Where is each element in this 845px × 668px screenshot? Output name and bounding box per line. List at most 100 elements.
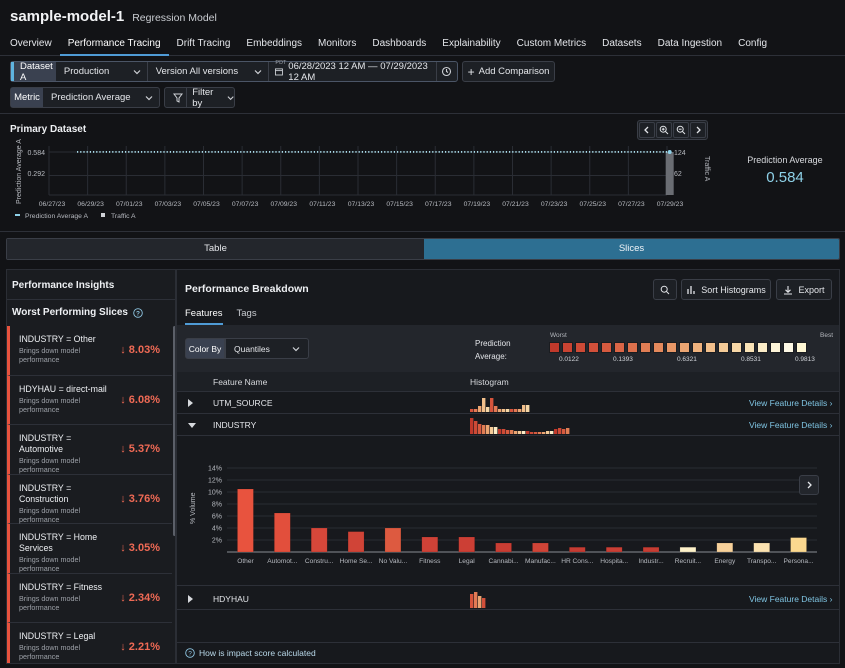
tab-datasets[interactable]: Datasets: [602, 38, 642, 49]
y-left-tick: 0.584: [27, 150, 45, 157]
prediction-point: [617, 151, 619, 153]
prediction-point: [403, 151, 405, 153]
mini-histogram-bar: [518, 431, 522, 434]
worst-slice-item[interactable]: INDUSTRY = Home Services Brings down mode…: [7, 524, 172, 574]
feature-row-expanded[interactable]: INDUSTRY View Feature Details ›: [177, 414, 839, 436]
prediction-point: [611, 151, 613, 153]
prediction-point: [275, 151, 277, 153]
feature-row[interactable]: UTM_SOURCE View Feature Details ›: [177, 392, 839, 414]
tab-overview[interactable]: Overview: [10, 38, 52, 49]
feature-row[interactable]: HDYHAU View Feature Details ›: [177, 588, 839, 610]
filter-label: Filter by: [192, 86, 214, 109]
export-button[interactable]: Export: [776, 279, 832, 300]
worst-slice-item[interactable]: INDUSTRY = Construction Brings down model…: [7, 474, 172, 524]
expand-caret-icon[interactable]: [188, 595, 193, 603]
prediction-point: [448, 151, 450, 153]
histogram-bar: [495, 542, 512, 553]
prediction-point: [454, 151, 456, 153]
prediction-point: [169, 151, 171, 153]
prediction-point: [483, 151, 485, 153]
pan-right-button[interactable]: [690, 122, 706, 138]
x-tick-label: Home Se...: [340, 558, 373, 565]
view-feature-details-link[interactable]: View Feature Details ›: [749, 420, 833, 430]
tab-custom-metrics[interactable]: Custom Metrics: [516, 38, 587, 49]
chevron-right-icon: [807, 481, 812, 489]
prediction-point: [429, 151, 431, 153]
environment-select[interactable]: Production: [56, 62, 148, 81]
tab-explainability[interactable]: Explainability: [442, 38, 501, 49]
search-button[interactable]: [653, 279, 677, 300]
prediction-point: [464, 151, 466, 153]
prediction-point: [112, 151, 114, 153]
slice-impact-value: 3.76%: [128, 492, 160, 505]
worst-slice-item[interactable]: HDYHAU = direct-mail Brings down model pe…: [7, 375, 172, 425]
view-feature-details-link[interactable]: View Feature Details ›: [749, 398, 833, 408]
tab-tags[interactable]: Tags: [236, 308, 257, 319]
tab-data-ingestion[interactable]: Data Ingestion: [657, 38, 723, 49]
help-icon[interactable]: ?: [133, 307, 143, 318]
color-by-select[interactable]: Quantiles: [225, 338, 309, 359]
toggle-slices[interactable]: Slices: [424, 239, 839, 259]
x-tick-label: Industr...: [638, 558, 663, 565]
view-feature-details-link[interactable]: View Feature Details ›: [749, 594, 833, 604]
next-page-button[interactable]: [799, 475, 819, 495]
chevron-down-icon: [227, 95, 234, 100]
legend-swatch: [614, 342, 625, 353]
mini-histogram-bar: [502, 429, 506, 434]
chevron-down-icon: [133, 70, 141, 75]
arrow-down-icon: ↓: [120, 344, 126, 356]
zoom-out-button[interactable]: [673, 122, 689, 138]
impact-score-help-link[interactable]: ? How is impact score calculated: [185, 648, 316, 658]
legend-series-b: Traffic A: [111, 213, 136, 220]
chevron-right-icon: [696, 126, 701, 134]
prediction-point: [473, 151, 475, 153]
scrollbar[interactable]: [173, 326, 175, 536]
prediction-point: [237, 151, 239, 153]
prediction-point: [624, 151, 626, 153]
mini-histogram-bar: [478, 406, 482, 412]
tab-drift-tracing[interactable]: Drift Tracing: [176, 38, 231, 49]
worst-slice-item[interactable]: INDUSTRY = Legal Brings down model perfor…: [7, 623, 172, 663]
prediction-point: [253, 151, 255, 153]
prediction-point: [77, 151, 79, 153]
prediction-point: [281, 151, 283, 153]
performance-insights-panel: Performance Insights Worst Performing Sl…: [6, 269, 176, 664]
pan-left-button[interactable]: [639, 122, 655, 138]
x-tick-label: Cannabi...: [489, 558, 519, 565]
tab-embeddings[interactable]: Embeddings: [246, 38, 303, 49]
expand-caret-icon[interactable]: [188, 399, 193, 407]
prediction-point: [262, 151, 264, 153]
worst-slice-item[interactable]: INDUSTRY = Automotive Brings down model p…: [7, 425, 172, 475]
filter-button[interactable]: Filter by: [164, 86, 235, 109]
tab-features[interactable]: Features: [185, 308, 223, 325]
tab-performance-tracing[interactable]: Performance Tracing: [59, 34, 169, 56]
tab-dashboards[interactable]: Dashboards: [372, 38, 427, 49]
toggle-table[interactable]: Table: [7, 239, 424, 259]
metric-select[interactable]: Prediction Average: [43, 88, 159, 107]
prediction-point: [656, 151, 658, 153]
sort-histograms-button[interactable]: Sort Histograms: [681, 279, 771, 300]
add-comparison-button[interactable]: + Add Comparison: [462, 61, 555, 82]
sort-icon: [687, 285, 695, 294]
slice-name: HDYHAU = direct-mail: [19, 383, 107, 394]
reset-time-button[interactable]: [437, 62, 457, 81]
chart-zoom-controls: [637, 120, 708, 140]
tab-config[interactable]: Config: [738, 38, 767, 49]
metric-label: Metric: [11, 88, 43, 107]
collapse-caret-icon[interactable]: [188, 423, 196, 428]
tab-monitors[interactable]: Monitors: [318, 38, 357, 49]
slice-impact-value: 5.37%: [128, 443, 160, 455]
x-tick-label: 07/05/23: [193, 201, 220, 208]
prediction-point: [528, 151, 530, 153]
prediction-point: [339, 151, 341, 153]
worst-slice-item[interactable]: INDUSTRY = Fitness Brings down model perf…: [7, 573, 172, 623]
zoom-in-button[interactable]: [656, 122, 672, 138]
histogram-bar: [569, 546, 586, 553]
slice-name: INDUSTRY = Other: [19, 334, 96, 344]
summary-metric-value: 0.584: [766, 169, 804, 186]
mini-histogram-bar: [518, 409, 522, 412]
worst-slice-item[interactable]: INDUSTRY = Other Brings down model perfor…: [7, 326, 172, 376]
date-range-picker[interactable]: PDT 06/28/2023 12 AM — 07/29/2023 12 AM: [269, 60, 438, 83]
version-select[interactable]: Version All versions: [148, 62, 270, 81]
prediction-point: [630, 151, 632, 153]
